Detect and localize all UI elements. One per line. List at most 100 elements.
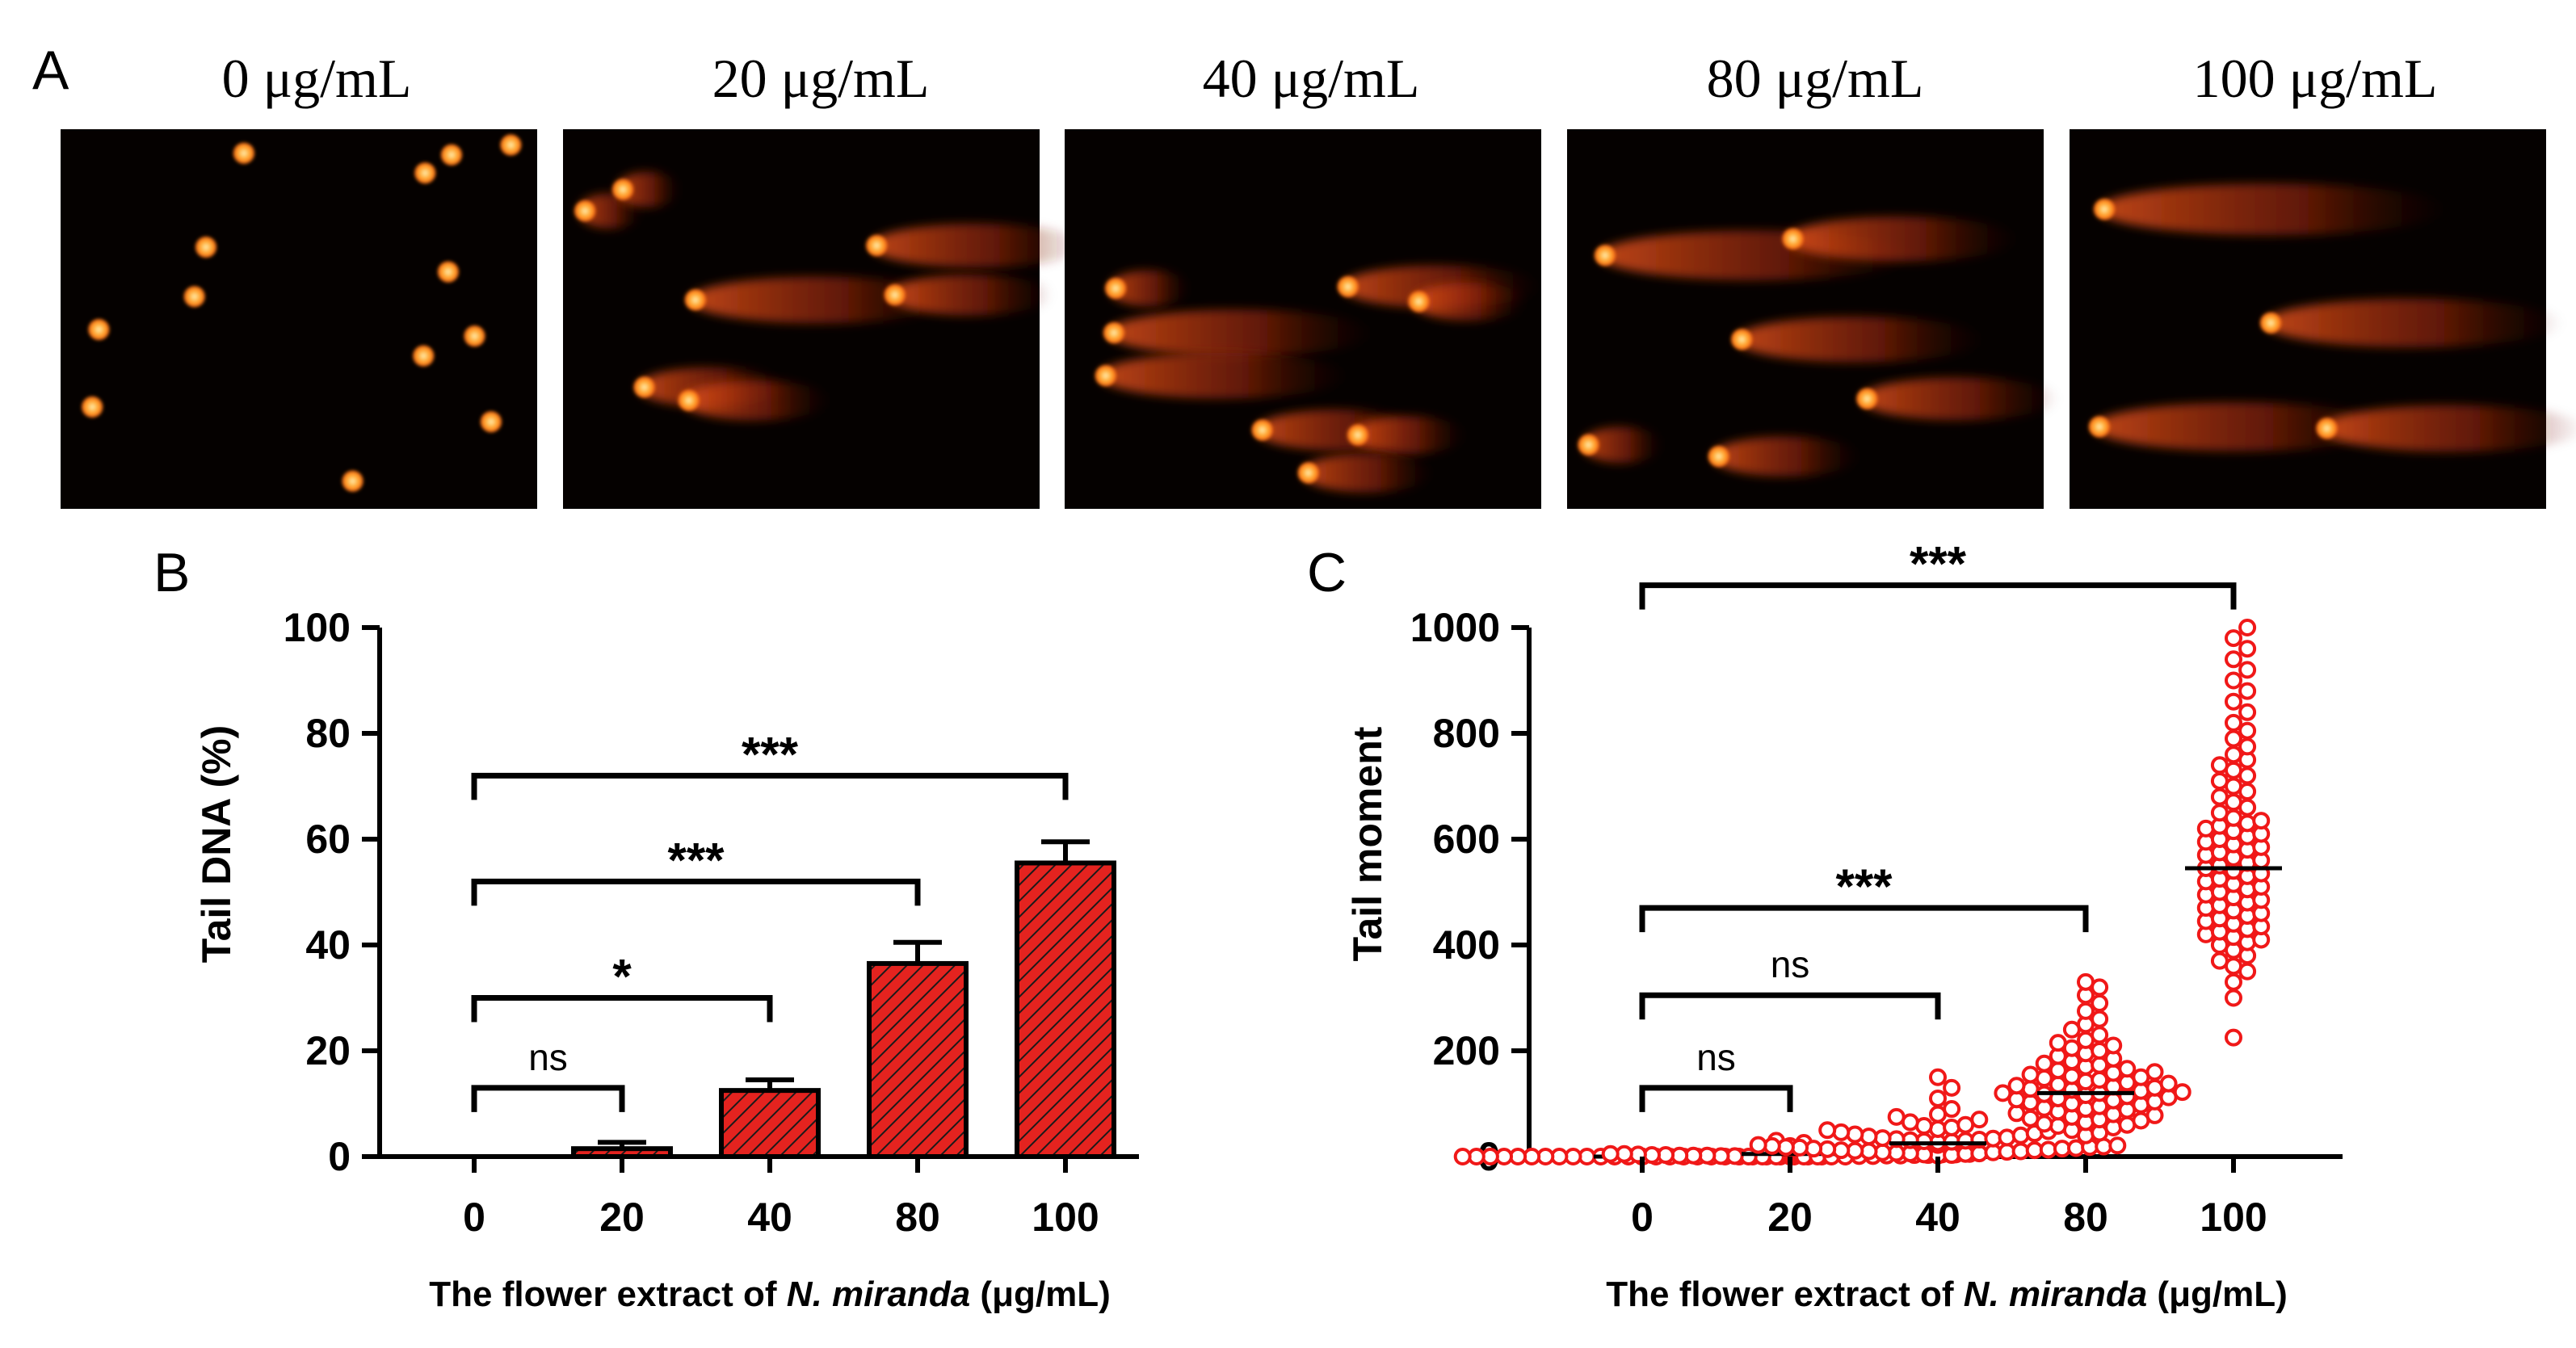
comet-head-10 <box>413 345 435 367</box>
chart-C-point-3-68 <box>2091 1010 2109 1028</box>
comet-head-29 <box>1782 228 1804 250</box>
chart-C-point-3-70 <box>2091 994 2109 1013</box>
chart-B-sig-bracket-2 <box>471 878 921 906</box>
comet-tail-16 <box>870 223 1085 268</box>
chart-C-point-3-33 <box>2173 1083 2191 1102</box>
chart-C-sig-bracket-1 <box>1639 992 1941 1020</box>
comet-tail-30 <box>1735 316 1984 363</box>
comet-micrograph-0 <box>61 129 537 509</box>
chart-B-xtick-label-0: 0 <box>463 1195 485 1240</box>
chart-B-ytick-label-2: 40 <box>305 922 351 968</box>
chart-C-sig-bracket-0 <box>1639 1085 1793 1112</box>
chart-C-point-4-73 <box>2238 703 2257 721</box>
chart-C-point-2-41 <box>1998 1128 2016 1147</box>
chart-C-point-4-63 <box>2210 771 2229 790</box>
chart-C-point-4-72 <box>2225 713 2242 732</box>
chart-C-point-4-74 <box>2225 692 2242 711</box>
comet-head-4 <box>82 396 103 418</box>
chart-B-bar-3 <box>867 960 969 1160</box>
chart-b-xlabel: The flower extract of N. miranda (μg/mL) <box>429 1275 1111 1314</box>
chart-C-point-4-75 <box>2238 682 2257 700</box>
chart-C-point-3-62 <box>2104 1036 2123 1055</box>
chart-C-point-4-70 <box>2225 729 2242 748</box>
chart-C-ytick-label-1: 200 <box>1433 1028 1500 1073</box>
chart-B-sig-label-0: ns <box>528 1036 568 1078</box>
chart-C-point-2-44 <box>1846 1125 1864 1144</box>
chart-C-point-4-79 <box>2238 640 2257 658</box>
chart-B-xtick-label-2: 40 <box>747 1195 792 1240</box>
chart-C-point-2-54 <box>1970 1111 1989 1129</box>
chart-C-point-2-60 <box>1929 1068 1947 1086</box>
comet-head-8 <box>500 134 522 156</box>
comet-head-28 <box>1594 245 1616 267</box>
comet-head-12 <box>480 411 502 433</box>
comet-head-19 <box>678 389 700 411</box>
chart-C-point-4-81 <box>2238 619 2257 636</box>
chart-C-point-3-69 <box>2077 1002 2095 1020</box>
chart-C-xtick-label-1: 20 <box>1767 1195 1813 1240</box>
comet-head-7 <box>440 144 462 166</box>
comet-head-15 <box>684 289 706 311</box>
chart-C-ytick-label-3: 600 <box>1433 817 1500 862</box>
comet-micrograph-100 <box>2070 129 2576 509</box>
comet-tail-24 <box>1412 282 1527 321</box>
chart-C-point-2-43 <box>2011 1126 2030 1144</box>
comet-head-5 <box>342 470 363 492</box>
chart-C-point-4-1 <box>2225 989 2242 1007</box>
chart-C-point-3-55 <box>2035 1054 2053 1073</box>
comet-tail-33 <box>1582 426 1662 464</box>
chart-C-point-2-58 <box>1929 1089 1947 1107</box>
chart-C-point-2-50 <box>1943 1118 1961 1136</box>
chart-B-ytick-label-1: 20 <box>305 1028 351 1073</box>
comet-tail-37 <box>2320 405 2576 452</box>
comet-tail-35 <box>2264 298 2563 348</box>
chart-C-sig-label-1: ns <box>1771 943 1810 985</box>
chart-C-point-4-69 <box>2238 737 2257 756</box>
comet-tail-14 <box>616 171 680 208</box>
chart-C-point-4-77 <box>2238 661 2257 679</box>
chart-C-point-4-5 <box>2210 951 2229 970</box>
chart-C-point-0-26 <box>1453 1148 1472 1165</box>
chart-B-bar-4 <box>1015 860 1116 1159</box>
chart-C-xtick-label-2: 40 <box>1915 1195 1960 1240</box>
chart-C-point-3-44 <box>2091 1071 2109 1090</box>
comet-tail-36 <box>2092 402 2392 451</box>
chart-c-xlabel: The flower extract of N. miranda (μg/mL) <box>1606 1275 2288 1314</box>
chart-C-point-3-50 <box>2145 1063 2164 1081</box>
chart-B-errorbar-1 <box>598 1140 646 1149</box>
chart-B-errorbar-2 <box>746 1077 794 1091</box>
chart-C-point-4-78 <box>2225 650 2242 669</box>
chart-C-xtick-label-4: 100 <box>2200 1195 2267 1240</box>
chart-C-sig-label-3: *** <box>1910 537 1967 591</box>
comet-tail-27 <box>1301 453 1433 493</box>
chart-C-point-1-26 <box>1601 1144 1620 1163</box>
comet-head-26 <box>1347 424 1368 446</box>
chart-C-point-3-51 <box>2049 1061 2067 1080</box>
chart-C-sig-label-2: *** <box>1835 859 1893 913</box>
chart-C-point-4-66 <box>2210 756 2229 775</box>
chart-C-point-3-41 <box>2159 1074 2178 1093</box>
micrograph-label-100: 100 μg/mL <box>2193 48 2438 109</box>
chart-C-point-4-68 <box>2225 745 2242 764</box>
chart-C-point-2-55 <box>1887 1107 1906 1126</box>
comet-head-16 <box>866 234 888 256</box>
comet-head-1 <box>195 237 216 258</box>
comet-head-20 <box>1105 278 1127 299</box>
chart-C-point-4-60 <box>2210 787 2229 806</box>
comet-head-23 <box>1337 275 1359 297</box>
comet-head-27 <box>1297 462 1319 484</box>
chart-C-point-3-65 <box>2091 1026 2109 1044</box>
chart-C-ytick-label-4: 800 <box>1433 711 1500 756</box>
comet-head-14 <box>612 178 634 200</box>
comet-head-30 <box>1731 329 1753 351</box>
chart-b-xlabel-species: N. miranda <box>787 1275 970 1314</box>
comet-head-6 <box>414 162 436 184</box>
chart-C-point-2-25 <box>2108 1136 2127 1155</box>
comet-tail-21 <box>1107 309 1373 357</box>
comet-head-18 <box>633 376 655 398</box>
comet-head-37 <box>2316 418 2338 439</box>
chart-B-ytick-label-4: 80 <box>305 711 351 756</box>
